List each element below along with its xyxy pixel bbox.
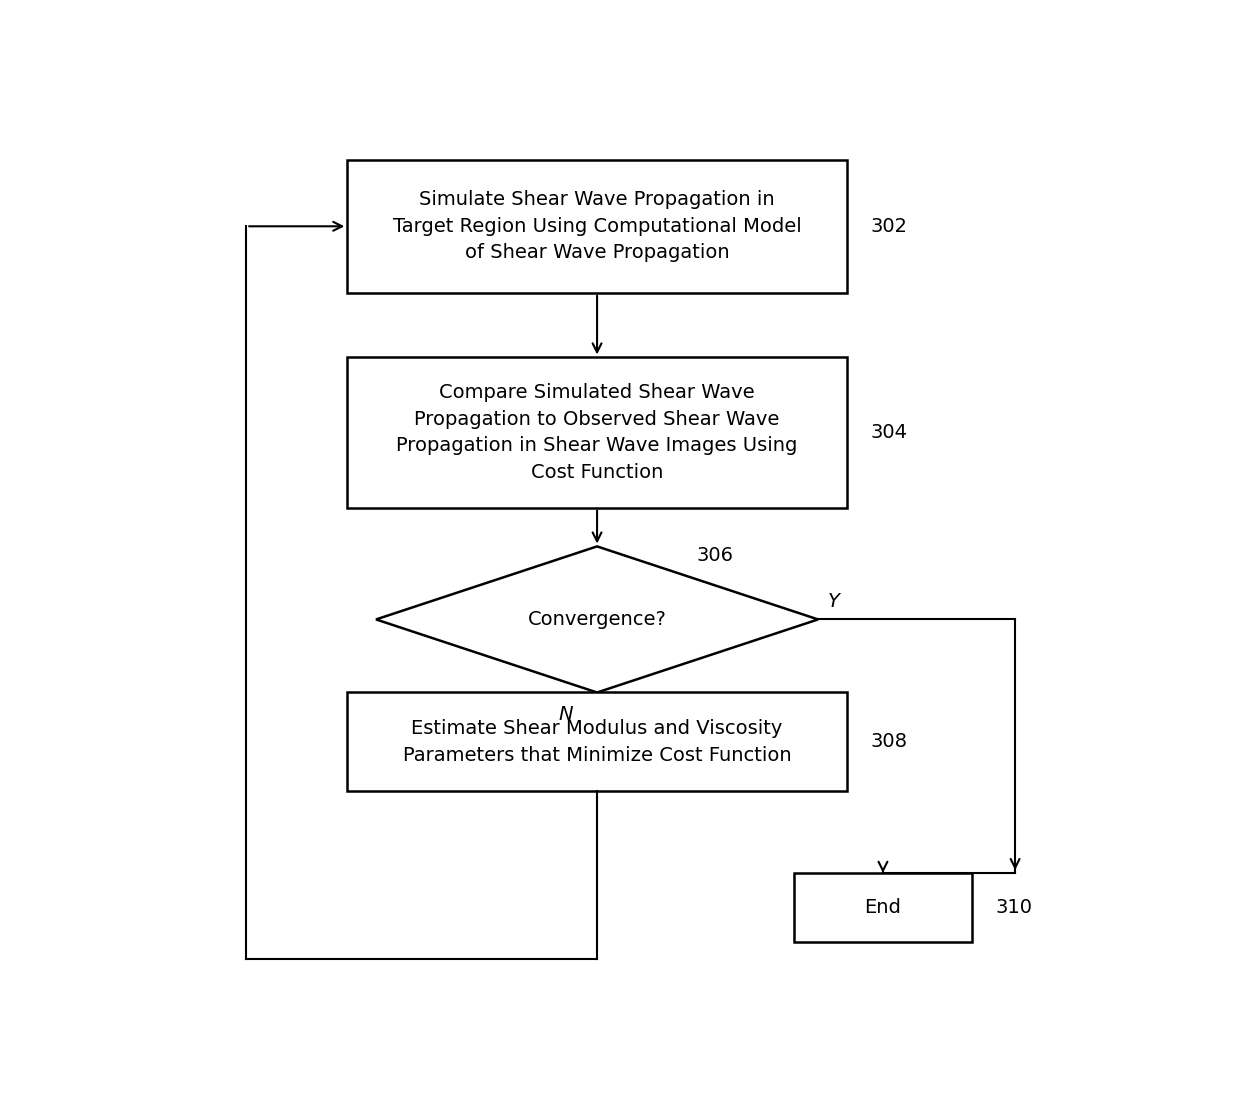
Text: N: N — [558, 705, 573, 724]
Bar — [347, 357, 847, 508]
Bar — [347, 692, 847, 791]
Bar — [794, 873, 972, 942]
Text: Simulate Shear Wave Propagation in
Target Region Using Computational Model
of Sh: Simulate Shear Wave Propagation in Targe… — [393, 191, 801, 262]
Text: 310: 310 — [996, 897, 1033, 917]
Text: 304: 304 — [870, 423, 908, 442]
Text: 308: 308 — [870, 732, 908, 751]
Text: Compare Simulated Shear Wave
Propagation to Observed Shear Wave
Propagation in S: Compare Simulated Shear Wave Propagation… — [397, 383, 797, 482]
Text: Estimate Shear Modulus and Viscosity
Parameters that Minimize Cost Function: Estimate Shear Modulus and Viscosity Par… — [403, 719, 791, 764]
Text: End: End — [864, 897, 901, 917]
Bar — [347, 160, 847, 292]
Text: Y: Y — [828, 591, 839, 610]
Polygon shape — [376, 547, 818, 692]
Text: 306: 306 — [697, 546, 734, 565]
Text: Convergence?: Convergence? — [528, 610, 666, 629]
Text: 302: 302 — [870, 217, 908, 235]
